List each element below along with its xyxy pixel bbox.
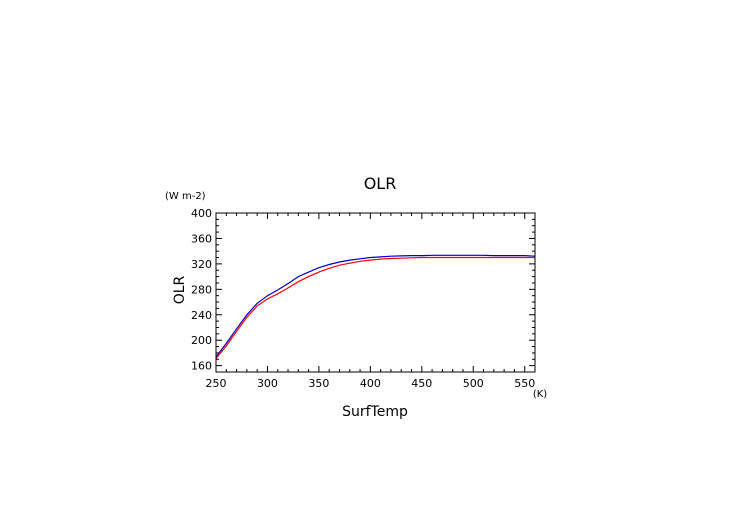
series-line-2 — [215, 256, 535, 359]
y-tick-label: 160 — [191, 360, 212, 373]
series-line-1 — [215, 254, 536, 358]
axis-tick-labels: 250 300 350 400 450 500 550 160 200 240 280 320 360 4… — [191, 207, 535, 390]
y-tick-label: 240 — [191, 309, 212, 322]
y-tick-label: 400 — [191, 207, 212, 220]
series-lines — [215, 254, 536, 359]
y-axis-title: OLR — [172, 275, 188, 304]
y-unit-label: (W m-2) — [165, 191, 206, 202]
plot-frame — [215, 212, 536, 373]
x-tick-label: 550 — [514, 377, 535, 390]
x-tick-label: 350 — [308, 377, 329, 390]
y-tick-label: 320 — [191, 258, 212, 271]
x-tick-label: 450 — [411, 377, 432, 390]
y-tick-label: 200 — [191, 334, 212, 347]
x-axis-title: SurfTemp — [342, 404, 408, 420]
y-tick-label: 280 — [191, 283, 212, 296]
x-unit-label: (K) — [533, 389, 547, 400]
y-tick-label: 360 — [191, 232, 212, 245]
axis-ticks — [215, 212, 536, 372]
x-tick-label: 300 — [257, 377, 278, 390]
x-tick-label: 400 — [360, 377, 381, 390]
chart-title: OLR — [364, 174, 397, 193]
x-tick-label: 250 — [206, 377, 227, 390]
x-tick-label: 500 — [463, 377, 484, 390]
